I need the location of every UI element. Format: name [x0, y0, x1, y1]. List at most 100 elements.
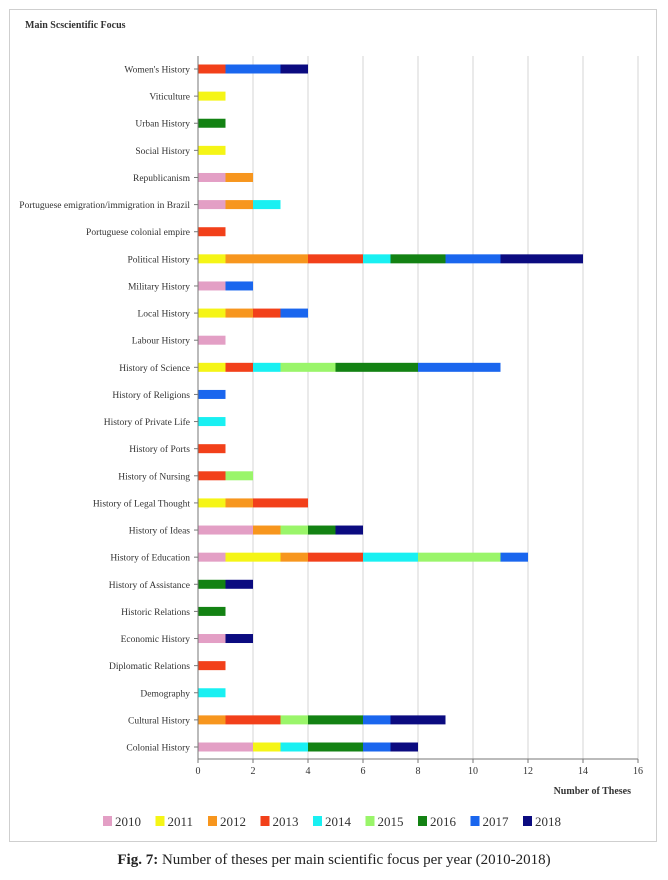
bar-2011: [198, 498, 226, 508]
bar-2010: [198, 200, 226, 210]
bar-2013: [198, 471, 226, 481]
legend-swatch-2016: [418, 816, 427, 826]
bar-2015: [280, 715, 308, 725]
bar-2012: [280, 552, 308, 562]
caption-text: Number of theses per main scientific foc…: [158, 852, 551, 868]
x-tick-label: 12: [523, 766, 533, 777]
category-label: History of Religions: [112, 390, 190, 401]
bar-2010: [198, 552, 226, 562]
bar-2013: [225, 362, 253, 372]
bar-2013: [308, 552, 363, 562]
caption-label: Fig. 7:: [117, 852, 159, 868]
bar-2018: [280, 64, 308, 74]
bar-2012: [198, 715, 226, 725]
bar-2013: [253, 498, 308, 508]
legend-label-2011: 2011: [168, 814, 194, 829]
bar-2014: [253, 362, 281, 372]
figure-caption: Fig. 7: Number of theses per main scient…: [0, 852, 668, 869]
bar-2011: [198, 145, 226, 155]
category-label: Military History: [128, 282, 190, 292]
bar-2010: [198, 335, 226, 345]
legend-swatch-2015: [365, 816, 375, 826]
bar-2010: [198, 172, 226, 182]
bar-2012: [225, 172, 253, 182]
bar-2018: [390, 715, 446, 725]
bar-2016: [198, 606, 226, 616]
bar-2016: [198, 118, 226, 128]
x-tick-label: 14: [578, 766, 588, 777]
category-label: History of Nursing: [118, 471, 190, 482]
bar-2014: [198, 688, 226, 698]
legend-label-2016: 2016: [430, 814, 457, 829]
chart-frame: [9, 9, 657, 842]
bar-2017: [225, 281, 253, 291]
bar-2014: [253, 200, 281, 210]
legend-swatch-2010: [103, 816, 112, 826]
bar-2017: [445, 254, 501, 264]
category-label: History of Education: [110, 553, 190, 564]
category-label: Diplomatic Relations: [109, 662, 190, 672]
x-tick-label: 10: [468, 766, 478, 777]
bar-2013: [225, 715, 281, 725]
bar-2016: [335, 362, 418, 372]
bar-2017: [500, 552, 528, 562]
bar-2014: [198, 417, 226, 427]
x-tick-label: 16: [633, 766, 643, 777]
chart-title: Main Scscientific Focus: [25, 20, 126, 31]
bar-2017: [418, 362, 501, 372]
bar-2010: [198, 742, 253, 752]
bar-2017: [363, 715, 391, 725]
category-label: History of Legal Thought: [93, 498, 191, 509]
category-label: Colonial History: [126, 744, 190, 754]
legend-label-2014: 2014: [325, 814, 352, 829]
legend-label-2013: 2013: [273, 814, 299, 829]
bar-2012: [225, 200, 253, 210]
legend-swatch-2013: [260, 816, 270, 826]
x-axis-label: Number of Theses: [554, 786, 632, 797]
category-label: Portuguese colonial empire: [86, 228, 190, 238]
legend-swatch-2017: [470, 816, 480, 826]
bar-2015: [280, 362, 336, 372]
legend-swatch-2018: [523, 816, 532, 826]
x-tick-label: 6: [361, 766, 366, 777]
bar-2015: [418, 552, 501, 562]
bar-2014: [280, 742, 308, 752]
category-label: Republicanism: [133, 174, 191, 184]
category-label: Women's History: [124, 66, 190, 76]
bar-2017: [280, 308, 308, 318]
bar-2012: [225, 254, 308, 264]
category-label: History of Science: [119, 363, 190, 374]
bar-2013: [198, 227, 226, 237]
bar-2016: [308, 742, 363, 752]
bar-2013: [198, 661, 226, 671]
legend-label-2012: 2012: [220, 814, 246, 829]
bar-2010: [198, 634, 226, 644]
bar-2018: [225, 634, 253, 644]
category-label: Social History: [135, 147, 190, 157]
category-label: Economic History: [121, 635, 191, 645]
bar-2013: [308, 254, 363, 264]
bar-2018: [335, 525, 363, 535]
bar-2017: [363, 742, 391, 752]
legend-swatch-2011: [155, 816, 165, 826]
category-label: History of Ports: [129, 444, 190, 455]
bar-2016: [390, 254, 446, 264]
bar-2013: [253, 308, 281, 318]
legend: 2010 2011 2012 2013 2014 2015 2016 2017 2018: [103, 814, 561, 829]
legend-swatch-2014: [313, 816, 322, 826]
category-label: Political History: [127, 255, 190, 265]
bar-2011: [198, 362, 226, 372]
bar-2013: [198, 64, 226, 74]
bar-2017: [198, 389, 226, 399]
legend-label-2015: 2015: [378, 814, 404, 829]
x-tick-label: 4: [306, 766, 311, 777]
category-label: Cultural History: [128, 716, 190, 726]
category-label: Portuguese emigration/immigration in Bra…: [19, 201, 190, 211]
x-tick-label: 2: [251, 766, 256, 777]
gridlines: [252, 56, 639, 759]
category-label: History of Ideas: [129, 526, 191, 537]
legend-label-2010: 2010: [115, 814, 141, 829]
bar-2014: [363, 552, 418, 562]
x-tick-label: 0: [196, 766, 201, 777]
bar-2010: [198, 281, 226, 291]
